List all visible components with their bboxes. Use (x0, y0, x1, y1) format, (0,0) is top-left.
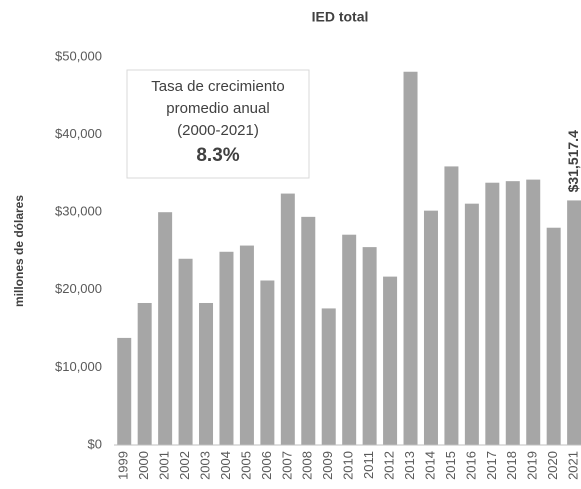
x-tick-label: 2006 (259, 451, 274, 480)
bar (526, 179, 541, 445)
bar (464, 203, 479, 445)
x-tick-label: 2000 (136, 451, 151, 480)
bar (546, 227, 561, 445)
y-tick-label: $40,000 (55, 126, 102, 141)
x-tick-label: 2004 (218, 451, 233, 480)
bar (342, 234, 357, 445)
bar (567, 200, 581, 445)
y-tick-label: $50,000 (55, 48, 102, 63)
bar (505, 181, 520, 445)
bar (117, 337, 132, 445)
x-tick-label: 2019 (525, 451, 540, 480)
x-tick-label: 2016 (463, 451, 478, 480)
x-tick-label: 2020 (545, 451, 560, 480)
bar (219, 251, 234, 445)
bar (301, 216, 316, 445)
bar (199, 302, 214, 445)
bar (362, 247, 377, 445)
bar (485, 182, 500, 445)
bar (403, 71, 418, 445)
y-axis-label: millones de dólares (12, 195, 26, 307)
x-tick-label: 2021 (566, 451, 581, 480)
x-tick-label: 1999 (116, 451, 131, 480)
bar (321, 308, 336, 445)
bar (137, 302, 152, 445)
chart-title: IED total (312, 9, 369, 25)
annotation-text: promedio anual (166, 100, 269, 117)
value-label: $31,517.4 (565, 130, 581, 192)
x-tick-label: 2012 (382, 451, 397, 480)
bar (423, 210, 438, 445)
annotation-text: (2000-2021) (177, 122, 259, 139)
bar (260, 280, 275, 445)
bar (383, 276, 398, 445)
x-tick-label: 2003 (197, 451, 212, 480)
x-tick-label: 2017 (484, 451, 499, 480)
bar (444, 166, 459, 445)
x-tick-label: 2014 (422, 451, 437, 480)
annotation-text: Tasa de crecimiento (151, 78, 284, 95)
bar (158, 212, 173, 445)
x-tick-label: 2001 (157, 451, 172, 480)
x-tick-label: 2011 (361, 451, 376, 479)
y-tick-label: $30,000 (55, 204, 102, 219)
x-tick-label: 2018 (504, 451, 519, 480)
annotation-highlight: 8.3% (196, 145, 239, 166)
y-tick-label: $10,000 (55, 359, 102, 374)
x-tick-label: 2005 (238, 451, 253, 480)
y-tick-label: $0 (88, 436, 102, 451)
x-tick-label: 2007 (279, 451, 294, 480)
bar (239, 245, 254, 445)
x-tick-label: 2010 (341, 451, 356, 480)
x-tick-label: 2002 (177, 451, 192, 480)
bar (280, 193, 295, 445)
x-tick-label: 2008 (300, 451, 315, 480)
x-tick-label: 2009 (320, 451, 335, 480)
bar (178, 258, 193, 445)
annotation-box (126, 69, 310, 179)
bars (117, 71, 581, 445)
x-tick-label: 2015 (443, 451, 458, 480)
y-tick-label: $20,000 (55, 281, 102, 296)
x-tick-label: 2013 (402, 451, 417, 480)
